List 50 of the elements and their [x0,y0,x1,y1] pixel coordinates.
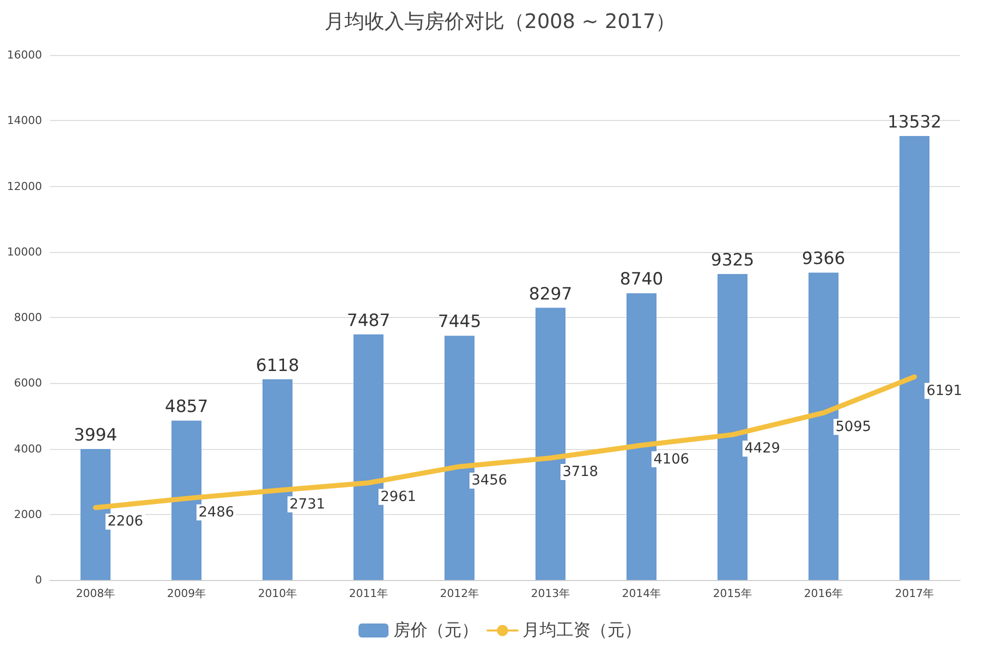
data-label: 4106 [654,451,690,468]
data-label: 9366 [802,249,846,270]
bar [536,308,566,580]
data-label: 3718 [562,464,598,480]
legend-label: 房价（元） [394,620,478,640]
data-label: 2486 [198,504,234,520]
data-label: 4429 [744,440,780,457]
data-label: 3456 [472,472,508,489]
data-label: 3994 [74,425,118,446]
data-label: 7445 [438,312,482,332]
x-tick-label: 2013年 [531,587,570,600]
data-label: 8740 [620,270,664,290]
x-tick-label: 2017年 [895,587,934,600]
bar [262,379,292,580]
x-tick-label: 2015年 [713,587,752,600]
bar [444,336,474,580]
bar [900,136,930,580]
x-tick-label: 2012年 [440,587,479,600]
x-tick-label: 2008年 [76,587,115,600]
y-tick-label: 2000 [14,508,42,521]
y-tick-label: 4000 [14,442,42,456]
data-label: 7487 [346,310,390,331]
x-tick-label: 2016年 [804,587,843,600]
y-tick-label: 0 [35,574,42,586]
bar [354,334,384,580]
bar [172,420,202,580]
bar [808,272,838,580]
data-label: 13532 [887,112,942,132]
x-tick-label: 2014年 [622,587,661,600]
y-tick-label: 8000 [14,311,42,324]
data-label: 4857 [164,397,208,418]
data-label: 2731 [290,496,326,512]
y-tick-label: 14000 [7,114,42,128]
y-tick-label: 10000 [7,245,42,258]
data-label: 5095 [836,418,872,435]
chart-title: 月均收入与房价对比（2008 ~ 2017） [324,9,676,33]
data-label: 9325 [710,250,754,271]
x-tick-label: 2009年 [167,587,206,600]
data-label: 2206 [108,514,144,530]
legend-label: 月均工资（元） [522,620,642,640]
y-tick-label: 12000 [7,180,42,193]
data-label: 2961 [380,488,416,505]
y-tick-label: 6000 [14,376,42,390]
data-label: 6191 [926,382,962,399]
bar [80,448,110,580]
y-tick-label: 16000 [7,48,42,62]
x-tick-label: 2011年 [349,587,388,600]
x-tick-label: 2010年 [258,587,297,600]
data-label: 8297 [528,284,572,304]
data-label: 6118 [256,356,300,376]
